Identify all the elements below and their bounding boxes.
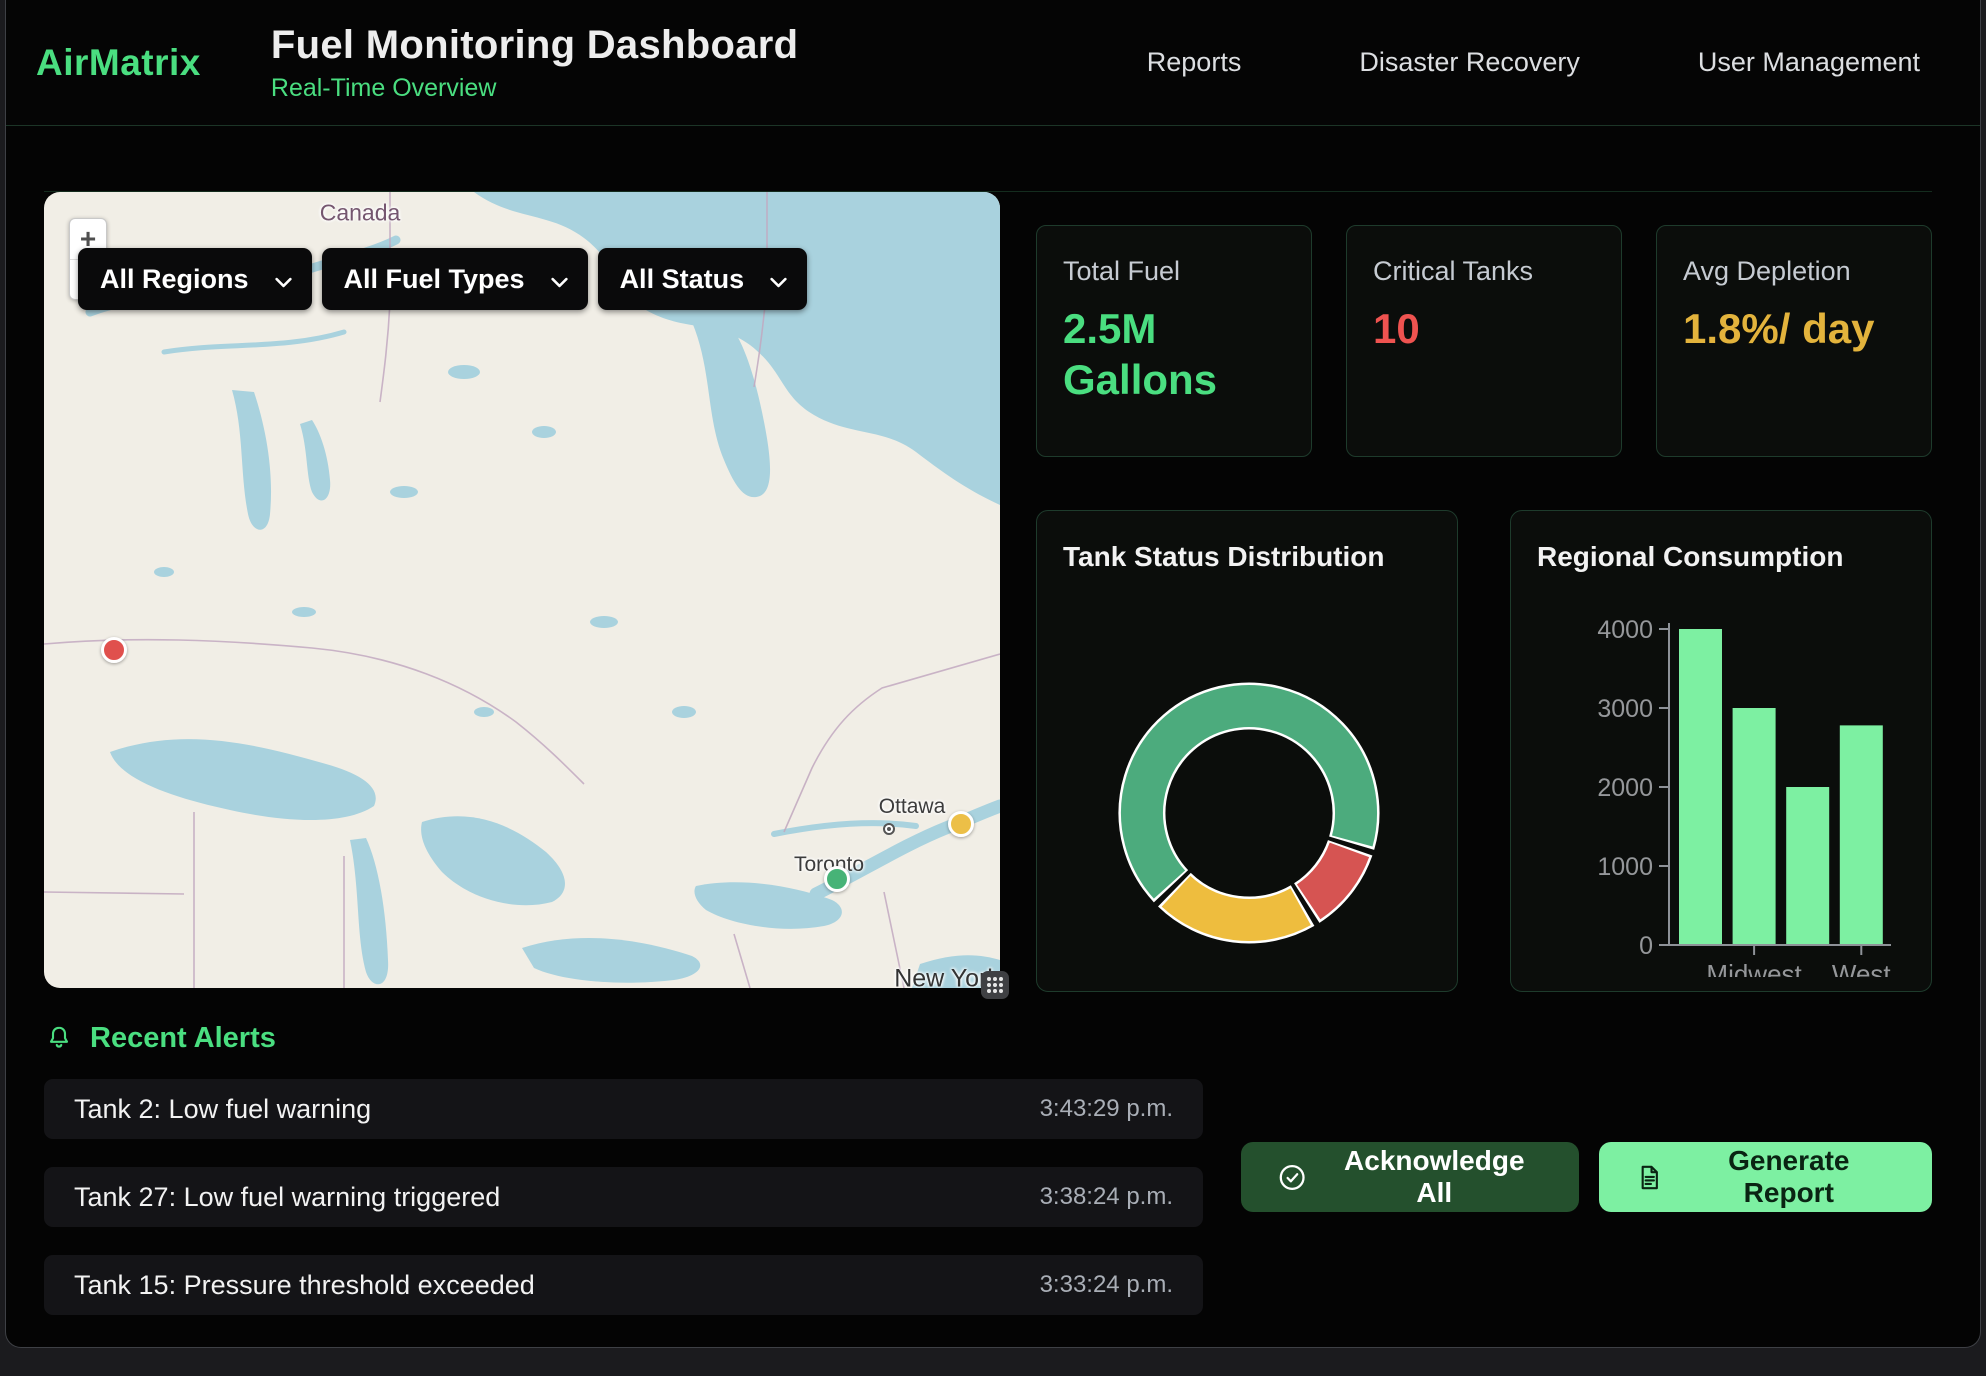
map[interactable]: Canada Ottawa Toronto New York [44, 192, 1000, 988]
map-label-ottawa: Ottawa [878, 795, 946, 818]
y-tick-label: 4000 [1597, 616, 1653, 644]
filter-dropdown-all-status[interactable]: All Status [597, 248, 808, 310]
nav-item-reports[interactable]: Reports [1146, 47, 1242, 77]
chevron-down-icon [744, 264, 787, 295]
generate-report-label: Generate Report [1728, 1145, 1850, 1208]
chevron-down-icon [525, 264, 568, 295]
filter-label: All Fuel Types [343, 263, 525, 294]
tank-marker-critical[interactable] [101, 637, 127, 663]
right-column: Total Fuel 2.5M Gallons Critical Tanks 10 Av… [1036, 192, 1932, 992]
filter-label: All Status [619, 263, 745, 294]
tank-marker-warning[interactable] [948, 811, 974, 837]
tank-status-card: Tank Status Distribution [1036, 510, 1458, 992]
page-subtitle: Real-Time Overview [270, 73, 497, 102]
filter-dropdown-all-fuel-types[interactable]: All Fuel Types [321, 248, 588, 310]
donut-segment-critical [1296, 841, 1370, 920]
stat-card-total-fuel: Total Fuel 2.5M Gallons [1036, 225, 1312, 457]
y-tick-label: 2000 [1597, 774, 1653, 802]
stat-value: 1.8%/ day [1683, 305, 1875, 352]
bar-2 [1786, 787, 1830, 944]
donut-chart-title: Tank Status Distribution [1063, 541, 1385, 572]
map-zoom-in-button[interactable]: + [79, 223, 97, 254]
header: AirMatrix Fuel Monitoring Dashboard Real… [6, 0, 1980, 126]
alert-row: Tank 2: Low fuel warning 3:43:29 p.m. [44, 1079, 1203, 1139]
acknowledge-all-button[interactable]: Acknowledge All [1241, 1142, 1580, 1212]
chevron-down-icon [249, 264, 292, 295]
alert-text: Tank 27: Low fuel warning triggered [74, 1181, 501, 1212]
stat-label: Avg Depletion [1683, 256, 1851, 286]
x-tick-label: West [1832, 959, 1892, 977]
stat-label: Total Fuel [1063, 256, 1181, 286]
alert-row: Tank 15: Pressure threshold exceeded 3:33… [44, 1255, 1203, 1315]
bar-1 [1732, 708, 1776, 944]
filter-dropdown-all-regions[interactable]: All Regions [78, 248, 312, 310]
bar-chart-title: Regional Consumption [1537, 541, 1844, 572]
stat-card-critical-tanks: Critical Tanks 10 [1346, 225, 1622, 457]
resize-drag-handle-icon[interactable] [981, 971, 1009, 999]
stat-value: 10 [1373, 305, 1420, 352]
regional-consumption-card: Regional Consumption 0 1000 2000 3000 4000 Mi… [1510, 510, 1932, 992]
bar-0 [1679, 629, 1722, 944]
alert-time: 3:38:24 p.m. [1039, 1183, 1173, 1210]
bar-3 [1839, 725, 1883, 944]
map-filter-bar: All Regions All Fuel Types All Status [78, 248, 808, 310]
stat-card-avg-depletion: Avg Depletion 1.8%/ day [1656, 225, 1932, 457]
app-panel: AirMatrix Fuel Monitoring Dashboard Real… [5, 0, 1981, 1348]
alerts-left: Recent Alerts Tank 2: Low fuel warning 3:… [44, 1022, 1203, 1343]
page-title: Fuel Monitoring Dashboard [270, 22, 799, 67]
generate-report-button[interactable]: Generate Report [1599, 1142, 1932, 1212]
alert-list: Tank 2: Low fuel warning 3:43:29 p.m. Tank… [44, 1079, 1203, 1315]
check-circle-icon [1279, 1164, 1305, 1190]
stats-row: Total Fuel 2.5M Gallons Critical Tanks 10 Av… [1036, 225, 1932, 457]
filter-label: All Regions [100, 263, 249, 294]
document-icon [1641, 1165, 1659, 1189]
brand-logo: AirMatrix [36, 41, 201, 83]
map-geography [44, 192, 1000, 988]
alert-actions: Acknowledge All Generate Report [1203, 1142, 1932, 1343]
stat-value: 2.5M Gallons [1063, 305, 1218, 404]
acknowledge-all-label: Acknowledge All [1344, 1145, 1525, 1208]
stat-label: Critical Tanks [1373, 256, 1534, 286]
tank-status-donut-chart [1118, 682, 1380, 944]
town-symbol [883, 823, 895, 835]
alert-time: 3:43:29 p.m. [1039, 1095, 1173, 1122]
map-label-canada: Canada [319, 199, 401, 226]
regional-consumption-bar-chart: 0 1000 2000 3000 4000 Midwest West [1597, 616, 1892, 977]
bell-icon [49, 1026, 69, 1048]
alerts-heading-label: Recent Alerts [90, 1022, 276, 1054]
title-block: Fuel Monitoring Dashboard Real-Time Over… [271, 23, 798, 103]
x-tick-label: Midwest [1706, 959, 1802, 977]
alert-text: Tank 2: Low fuel warning [74, 1093, 372, 1124]
alerts-heading: Recent Alerts [44, 1022, 1203, 1055]
y-tick-label: 0 [1639, 932, 1653, 960]
nav-item-user-management[interactable]: User Management [1697, 47, 1920, 77]
donut-segment-normal [1121, 685, 1377, 899]
main-nav: Reports Disaster Recovery User Management [1147, 47, 1920, 78]
nav-item-disaster-recovery[interactable]: Disaster Recovery [1359, 47, 1580, 77]
charts-row: Tank Status Distribution Regional Consum… [1036, 510, 1932, 992]
alert-time: 3:33:24 p.m. [1039, 1271, 1173, 1298]
y-tick-label: 1000 [1597, 853, 1653, 881]
alert-row: Tank 27: Low fuel warning triggered 3:38:… [44, 1167, 1203, 1227]
y-tick-label: 3000 [1597, 695, 1653, 723]
donut-segment-warning [1161, 875, 1311, 941]
tank-marker-normal[interactable] [824, 866, 850, 892]
map-label-new-york: New York [894, 964, 1000, 989]
alert-text: Tank 15: Pressure threshold exceeded [74, 1269, 535, 1300]
alerts-section: Recent Alerts Tank 2: Low fuel warning 3:… [6, 992, 1980, 1343]
